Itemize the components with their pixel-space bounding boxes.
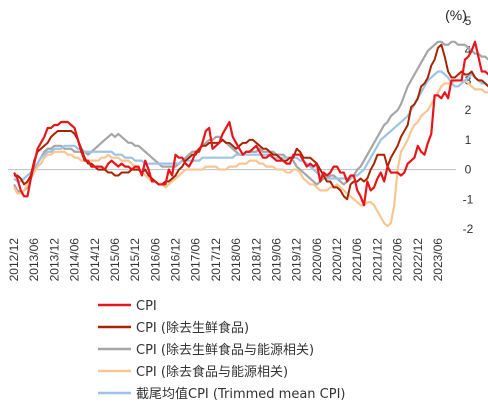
y-tick-label: 2 xyxy=(465,103,472,117)
x-tick-label: 2012/12 xyxy=(7,238,21,282)
x-tick-label: 2018/06 xyxy=(229,238,243,282)
legend-label: CPI xyxy=(136,299,157,314)
x-tick-label: 2013/12 xyxy=(47,238,61,282)
x-tick-label: 2015/06 xyxy=(108,238,122,282)
x-tick-label: 2016/06 xyxy=(148,238,162,282)
x-tick-label: 2021/06 xyxy=(350,238,364,282)
x-axis-ticks: 2012/12 2013/06 2013/12 2014/06 2014/12 2015/… xyxy=(7,238,445,282)
x-tick-label: 2018/12 xyxy=(249,238,263,282)
x-tick-label: 2019/12 xyxy=(290,238,304,282)
x-tick-label: 2017/06 xyxy=(189,238,203,282)
legend-label: CPI (除去生鲜食品与能源相关) xyxy=(136,342,314,358)
y-tick-label: -1 xyxy=(463,192,474,206)
x-tick-label: 2020/12 xyxy=(330,238,344,282)
x-tick-label: 2013/06 xyxy=(27,238,41,282)
legend: CPI CPI (除去生鲜食品) CPI (除去生鲜食品与能源相关) CPI (除去食… xyxy=(98,299,345,402)
y-tick-label: 4 xyxy=(465,44,472,58)
legend-label: 截尾均值CPI (Trimmed mean CPI) xyxy=(136,386,345,402)
series-line-2 xyxy=(13,40,488,195)
x-tick-label: 2023/06 xyxy=(431,238,445,282)
series-line-0 xyxy=(13,40,488,207)
y-tick-label: 3 xyxy=(465,73,472,87)
y-unit-label: (%) xyxy=(445,7,467,23)
x-tick-label: 2016/12 xyxy=(169,238,183,282)
x-tick-label: 2017/12 xyxy=(209,238,223,282)
x-tick-label: 2022/06 xyxy=(391,238,405,282)
legend-label: CPI (除去食品与能源相关) xyxy=(136,364,288,380)
series-line-3 xyxy=(13,79,488,228)
x-tick-label: 2015/12 xyxy=(128,238,142,282)
x-tick-label: 2021/12 xyxy=(370,238,384,282)
series-line-4 xyxy=(13,70,488,183)
y-tick-label: 0 xyxy=(465,163,472,177)
series-lines xyxy=(13,40,488,228)
x-tick-label: 2014/12 xyxy=(88,238,102,282)
y-axis-ticks: -2 -1 0 1 2 3 4 5 xyxy=(463,14,474,236)
y-tick-label: 1 xyxy=(465,133,472,147)
y-tick-label: -2 xyxy=(463,222,474,236)
x-tick-label: 2022/12 xyxy=(411,238,425,282)
x-tick-label: 2020/06 xyxy=(310,238,324,282)
x-tick-label: 2014/06 xyxy=(68,238,82,282)
x-tick-label: 2019/06 xyxy=(269,238,283,282)
legend-label: CPI (除去生鲜食品) xyxy=(136,320,249,336)
y-tick-label: 5 xyxy=(465,14,472,28)
